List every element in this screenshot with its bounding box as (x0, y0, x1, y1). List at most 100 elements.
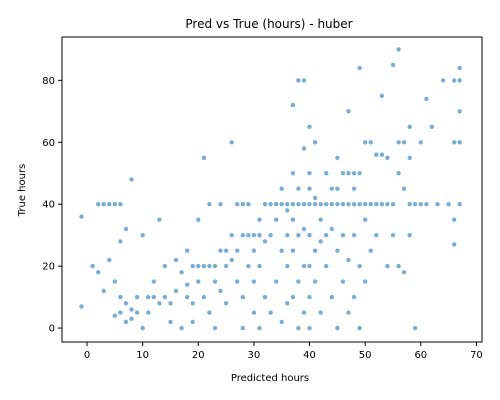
data-point (235, 202, 240, 207)
data-point (307, 186, 312, 191)
data-point (79, 214, 84, 219)
data-point (134, 294, 140, 300)
data-point (235, 279, 240, 284)
data-point (246, 263, 251, 269)
data-point (357, 325, 362, 331)
data-point (329, 294, 334, 300)
data-point (363, 140, 368, 145)
data-point (190, 301, 195, 306)
data-point (251, 279, 257, 284)
y-tick-label: 40 (42, 200, 55, 211)
data-point (285, 208, 290, 213)
data-point (257, 217, 262, 222)
data-point (251, 310, 257, 315)
data-point (151, 294, 156, 300)
data-point (168, 301, 173, 306)
data-point (162, 263, 168, 269)
x-axis: 0 10 20 30 40 50 60 70 (84, 342, 483, 361)
data-point (457, 140, 462, 145)
y-tick-label: 80 (42, 76, 55, 87)
x-tick-label: 40 (303, 350, 316, 361)
chart-title: Pred vs True (hours) - huber (185, 17, 352, 31)
data-point (452, 242, 457, 247)
data-point (173, 257, 179, 263)
data-point (207, 263, 212, 269)
data-point (318, 239, 323, 244)
data-point (390, 62, 396, 68)
data-point (212, 279, 218, 284)
data-point (290, 294, 296, 300)
data-point (457, 109, 462, 114)
data-point (107, 202, 112, 207)
data-point (118, 202, 123, 207)
data-point (190, 319, 195, 325)
data-point (346, 171, 351, 176)
data-point (307, 171, 312, 176)
data-point (457, 78, 462, 83)
data-point (196, 263, 201, 269)
data-point (351, 171, 357, 176)
data-point (107, 257, 112, 263)
data-point (251, 248, 257, 253)
data-point (340, 202, 346, 207)
data-point (407, 155, 412, 160)
x-tick-label: 10 (136, 350, 149, 361)
data-point (324, 263, 329, 269)
data-point (329, 202, 334, 207)
data-point (223, 263, 229, 269)
data-point (285, 263, 290, 269)
data-point (201, 263, 207, 269)
data-point (157, 217, 162, 222)
data-point (79, 304, 84, 309)
data-point (340, 233, 346, 238)
data-point (401, 140, 407, 145)
data-point (168, 319, 173, 325)
data-point (290, 217, 296, 222)
data-point (312, 202, 318, 207)
data-point (324, 233, 329, 238)
data-point (229, 140, 234, 145)
data-point (346, 257, 351, 263)
data-point (268, 202, 273, 207)
data-point (229, 233, 234, 238)
data-point (290, 171, 296, 176)
data-point (285, 233, 290, 238)
data-point (274, 202, 279, 207)
data-point (363, 217, 368, 222)
data-point (363, 279, 368, 284)
data-point (123, 319, 129, 325)
data-point (185, 248, 190, 253)
x-tick-label: 50 (359, 350, 372, 361)
data-point (401, 270, 407, 275)
data-point (129, 316, 134, 321)
data-point (390, 233, 396, 238)
data-point (240, 294, 245, 300)
data-point (196, 279, 201, 284)
data-point (240, 233, 245, 238)
data-point (351, 233, 357, 238)
data-point (229, 257, 234, 263)
data-point (407, 202, 412, 207)
data-point (123, 301, 129, 306)
data-point (346, 310, 351, 315)
x-tick-label: 30 (248, 350, 261, 361)
plot-frame (61, 36, 483, 343)
data-point (379, 152, 385, 157)
data-point (301, 78, 307, 83)
data-point (268, 310, 273, 315)
data-point (301, 226, 307, 232)
data-point (440, 78, 446, 83)
data-point (307, 124, 312, 129)
data-point (396, 171, 401, 176)
data-point (246, 202, 251, 207)
data-point (396, 263, 401, 269)
x-tick-label: 60 (414, 350, 427, 361)
y-tick-label: 0 (49, 324, 55, 335)
data-point (96, 202, 101, 207)
data-point (146, 294, 151, 300)
data-point (157, 301, 162, 306)
data-point (357, 65, 362, 71)
data-point (385, 263, 390, 269)
data-point (185, 282, 190, 287)
